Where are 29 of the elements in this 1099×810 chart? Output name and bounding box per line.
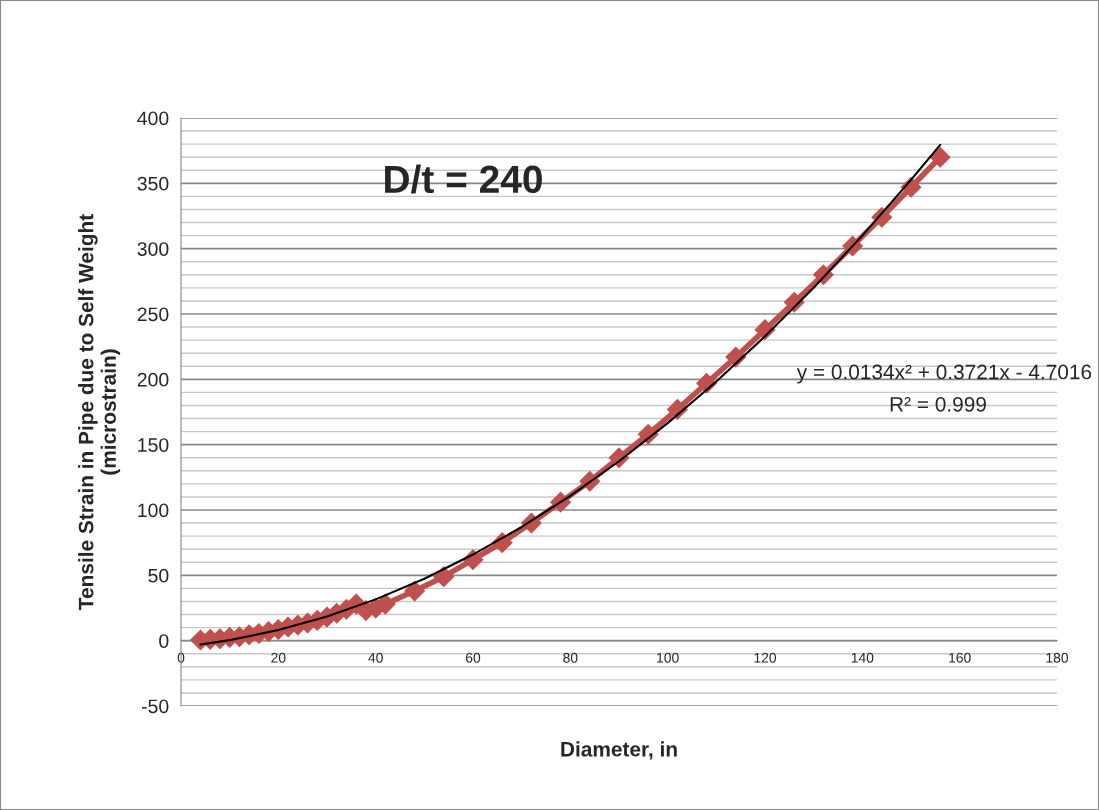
- x-tick-label: 0: [177, 652, 185, 663]
- y-tick-label: 350: [137, 176, 169, 191]
- y-tick-label: 0: [159, 634, 169, 648]
- point: [375, 593, 396, 615]
- x-tick-label: 60: [465, 652, 481, 663]
- x-tick-label: 160: [949, 652, 971, 663]
- y-tick-label: 200: [137, 372, 169, 387]
- x-tick-label: 100: [657, 652, 679, 663]
- y-tick-label: 50: [148, 568, 169, 583]
- point: [404, 580, 425, 602]
- x-tick-label: 140: [851, 652, 874, 663]
- y-tick-label: 400: [137, 111, 169, 126]
- annotation: R² = 0.999: [890, 396, 986, 412]
- x-tick-label: 40: [368, 652, 383, 663]
- annotation: y = 0.0134x² + 0.3721x - 4.7016: [796, 364, 1092, 384]
- x-tick-label: 180: [1046, 652, 1069, 663]
- y-axis-title: Tensile Strain in Pipe due to Self Weight (microstrain): [78, 214, 121, 610]
- x-tick-label: 20: [271, 652, 286, 663]
- y-tick-label: 100: [138, 503, 169, 518]
- point: [929, 146, 951, 168]
- y-tick-label: 250: [137, 307, 169, 322]
- y-tick-label: -50: [141, 699, 169, 714]
- y-tick-label: 150: [138, 438, 169, 452]
- x-tick-label: 120: [754, 652, 777, 663]
- point: [433, 566, 455, 587]
- annotation: D/t = 240: [385, 164, 542, 194]
- x-axis-title: Diameter, in: [561, 741, 677, 760]
- x-tick-label: 80: [563, 652, 578, 663]
- y-tick-label: 300: [137, 242, 169, 256]
